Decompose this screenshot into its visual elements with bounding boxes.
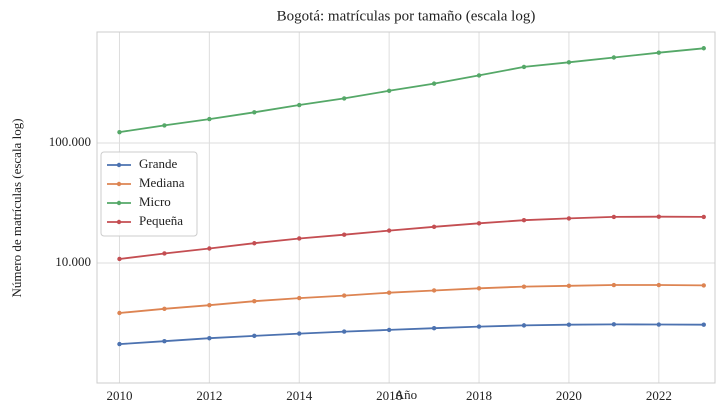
- y-axis-label: Número de matrículas (escala log): [9, 118, 24, 297]
- data-point: [476, 286, 482, 291]
- data-point: [207, 246, 212, 251]
- series-line: [119, 284, 704, 314]
- x-tick-label: 2020: [556, 388, 582, 402]
- x-tick-label: 2014: [286, 388, 313, 402]
- data-point: [521, 64, 527, 70]
- data-point: [701, 214, 706, 220]
- data-point: [701, 283, 706, 288]
- data-point: [566, 322, 572, 327]
- x-tick-label: 2018: [466, 388, 492, 402]
- series-line: [119, 323, 704, 345]
- data-point: [252, 241, 257, 246]
- y-tick-label: 100.000: [49, 134, 91, 149]
- data-point: [297, 295, 302, 301]
- data-point: [431, 288, 437, 293]
- data-point: [207, 302, 212, 308]
- data-point: [476, 324, 482, 329]
- data-point: [656, 322, 662, 327]
- data-point: [297, 102, 302, 108]
- data-point: [386, 228, 392, 233]
- data-point: [431, 224, 437, 230]
- legend-label: Pequeña: [139, 213, 183, 228]
- plot-frame: [96, 31, 716, 384]
- data-point: [386, 327, 392, 333]
- data-point: [611, 55, 617, 60]
- data-point: [207, 336, 212, 341]
- data-point: [656, 214, 662, 219]
- x-tick-label: 2022: [646, 388, 672, 402]
- data-point: [476, 73, 482, 78]
- data-point: [701, 322, 706, 327]
- legend-marker: [116, 181, 122, 187]
- data-point: [566, 216, 572, 221]
- data-point: [297, 236, 302, 241]
- legend-label: Micro: [139, 194, 171, 209]
- data-point: [611, 282, 617, 288]
- data-point: [162, 306, 167, 312]
- legend-marker: [116, 200, 122, 206]
- data-point: [117, 256, 122, 262]
- data-point: [252, 299, 257, 304]
- data-point: [297, 331, 302, 336]
- legend-label: Grande: [139, 156, 177, 171]
- data-point: [611, 322, 617, 327]
- y-tick-label: 10.000: [55, 254, 91, 269]
- data-point: [162, 123, 167, 128]
- data-point: [252, 333, 257, 339]
- data-point: [207, 116, 212, 122]
- data-point: [611, 214, 617, 220]
- x-tick-label: 2010: [106, 388, 132, 402]
- data-point: [521, 323, 527, 328]
- data-point: [386, 290, 392, 295]
- data-point: [521, 218, 527, 223]
- data-point: [476, 221, 482, 226]
- data-point: [656, 282, 662, 288]
- legend-label: Mediana: [139, 175, 185, 190]
- data-point: [117, 341, 122, 347]
- x-axis-label: Año: [395, 387, 417, 402]
- data-point: [521, 284, 527, 289]
- data-point: [566, 60, 572, 65]
- x-tick-label: 2012: [196, 388, 222, 402]
- data-point: [162, 338, 167, 344]
- series-line: [119, 47, 704, 133]
- data-point: [162, 251, 167, 256]
- data-point: [431, 326, 437, 331]
- data-point: [386, 88, 392, 93]
- data-point: [701, 46, 706, 51]
- series-line: [119, 215, 704, 260]
- data-point: [117, 129, 122, 135]
- data-point: [342, 329, 347, 334]
- data-point: [431, 81, 437, 86]
- data-point: [566, 283, 572, 289]
- chart-title: Bogotá: matrículas por tamaño (escala lo…: [277, 8, 536, 24]
- data-point: [342, 232, 347, 237]
- data-point: [252, 110, 257, 115]
- data-point: [342, 293, 347, 298]
- data-point: [656, 50, 662, 55]
- legend-box: [100, 151, 198, 237]
- legend-marker: [116, 162, 122, 168]
- data-point: [117, 310, 122, 316]
- legend-marker: [116, 219, 122, 225]
- data-point: [342, 96, 347, 101]
- x-tick-label: 2016: [376, 388, 403, 402]
